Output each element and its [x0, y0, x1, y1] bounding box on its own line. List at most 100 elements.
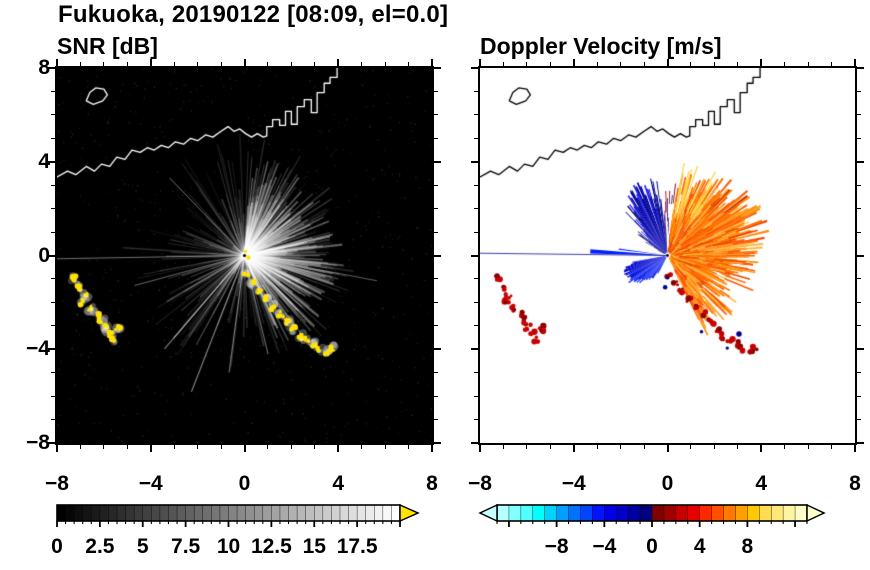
- axis-tick: [549, 445, 551, 449]
- axis-tick: [314, 445, 316, 449]
- axis-tick: [408, 445, 410, 449]
- snr-colorbar-step: [134, 505, 144, 521]
- axis-tick: [713, 445, 715, 449]
- velocity-colorbar-step: [675, 505, 689, 521]
- velocity-panel-title: Doppler Velocity [m/s]: [480, 33, 722, 59]
- axis-tick: [48, 160, 55, 163]
- axis-tick: [471, 348, 478, 351]
- velocity-colorbar-step: [652, 505, 665, 521]
- snr-panel-title: SNR [dB]: [57, 33, 158, 59]
- axis-tick: [857, 137, 861, 139]
- snr-colorbar-step: [305, 505, 315, 521]
- y-axis-tick-label: 4: [38, 149, 50, 173]
- snr-colorbar-step: [339, 505, 349, 521]
- snr-colorbar-step: [57, 505, 66, 521]
- axis-tick: [361, 445, 363, 449]
- velocity-colorbar-step: [497, 505, 510, 521]
- axis-tick: [51, 184, 55, 186]
- velocity-colorbar-step: [580, 505, 593, 521]
- figure-title: Fukuoka, 20190122 [08:09, el=0.0]: [58, 1, 449, 28]
- x-axis-tick-label: −4: [561, 472, 586, 495]
- snr-colorbar-step: [245, 505, 255, 521]
- axis-tick: [474, 184, 478, 186]
- snr-colorbar-tick-label: 2.5: [85, 535, 115, 558]
- axis-tick: [479, 445, 481, 452]
- snr-colorbar-over-arrow: [399, 503, 420, 523]
- velocity-colorbar-step: [544, 505, 558, 521]
- y-axis-tick-label: −4: [26, 337, 50, 361]
- axis-tick: [474, 395, 478, 397]
- axis-tick: [620, 445, 622, 449]
- snr-colorbar-step: [271, 505, 281, 521]
- axis-tick: [854, 59, 856, 66]
- snr-colorbar-step: [117, 505, 126, 521]
- velocity-colorbar-over-arrow: [806, 503, 826, 523]
- axis-tick: [48, 254, 55, 257]
- velocity-map-panel: [471, 59, 864, 452]
- axis-tick: [857, 395, 861, 397]
- snr-colorbar-step: [194, 505, 204, 521]
- snr-colorbar-step: [65, 505, 75, 521]
- axis-tick: [643, 445, 645, 449]
- x-axis-tick-label: −8: [45, 472, 69, 495]
- axis-tick: [434, 301, 438, 303]
- axis-tick: [760, 445, 763, 452]
- axis-tick: [526, 62, 528, 66]
- snr-colorbar-tick-label: 7.5: [171, 535, 201, 558]
- axis-tick: [361, 62, 363, 66]
- axis-tick: [526, 445, 528, 449]
- axis-tick: [51, 372, 55, 374]
- snr-colorbar-step: [254, 505, 264, 521]
- axis-tick: [267, 62, 269, 66]
- axis-tick: [173, 445, 175, 449]
- axis-tick: [857, 231, 861, 233]
- snr-colorbar-tick-label: 17.5: [336, 535, 378, 558]
- velocity-colorbar-tick-label: 8: [741, 535, 754, 558]
- axis-tick: [431, 445, 433, 452]
- velocity-colorbar-step: [628, 505, 641, 521]
- axis-tick: [431, 59, 433, 66]
- axis-tick: [51, 325, 55, 327]
- axis-tick: [857, 184, 861, 186]
- snr-colorbar-step: [211, 505, 221, 521]
- axis-tick: [337, 59, 340, 66]
- axis-tick: [51, 419, 55, 421]
- axis-tick: [434, 419, 438, 421]
- axis-tick: [103, 445, 105, 449]
- snr-colorbar-step: [314, 505, 324, 521]
- x-axis-tick-label: 4: [755, 472, 768, 495]
- axis-tick: [434, 137, 438, 139]
- axis-tick: [220, 445, 222, 449]
- axis-tick: [666, 445, 669, 452]
- x-axis-tick-label: 0: [661, 472, 674, 495]
- axis-tick: [479, 59, 481, 66]
- velocity-colorbar-step: [532, 505, 546, 521]
- axis-tick: [471, 254, 478, 257]
- axis-tick: [51, 90, 55, 92]
- axis-tick: [784, 445, 786, 449]
- axis-tick: [434, 278, 438, 280]
- axis-tick: [831, 62, 833, 66]
- axis-tick: [434, 67, 441, 69]
- velocity-colorbar-step: [520, 505, 534, 521]
- axis-tick: [48, 348, 55, 351]
- snr-colorbar: [56, 503, 420, 527]
- axis-tick: [620, 62, 622, 66]
- axis-tick: [502, 62, 504, 66]
- axis-tick: [857, 301, 861, 303]
- axis-tick: [173, 62, 175, 66]
- axis-tick: [197, 62, 199, 66]
- snr-colorbar-step: [151, 505, 161, 521]
- snr-colorbar-step: [108, 505, 118, 521]
- snr-colorbar-step: [357, 505, 367, 521]
- snr-colorbar-step: [365, 505, 375, 521]
- axis-tick: [434, 208, 438, 210]
- axis-tick: [48, 442, 55, 444]
- axis-tick: [51, 301, 55, 303]
- snr-map-panel: [48, 59, 441, 452]
- axis-tick: [51, 208, 55, 210]
- axis-tick: [434, 325, 438, 327]
- axis-tick: [408, 62, 410, 66]
- velocity-colorbar-step: [568, 505, 581, 521]
- snr-colorbar-step: [382, 505, 392, 521]
